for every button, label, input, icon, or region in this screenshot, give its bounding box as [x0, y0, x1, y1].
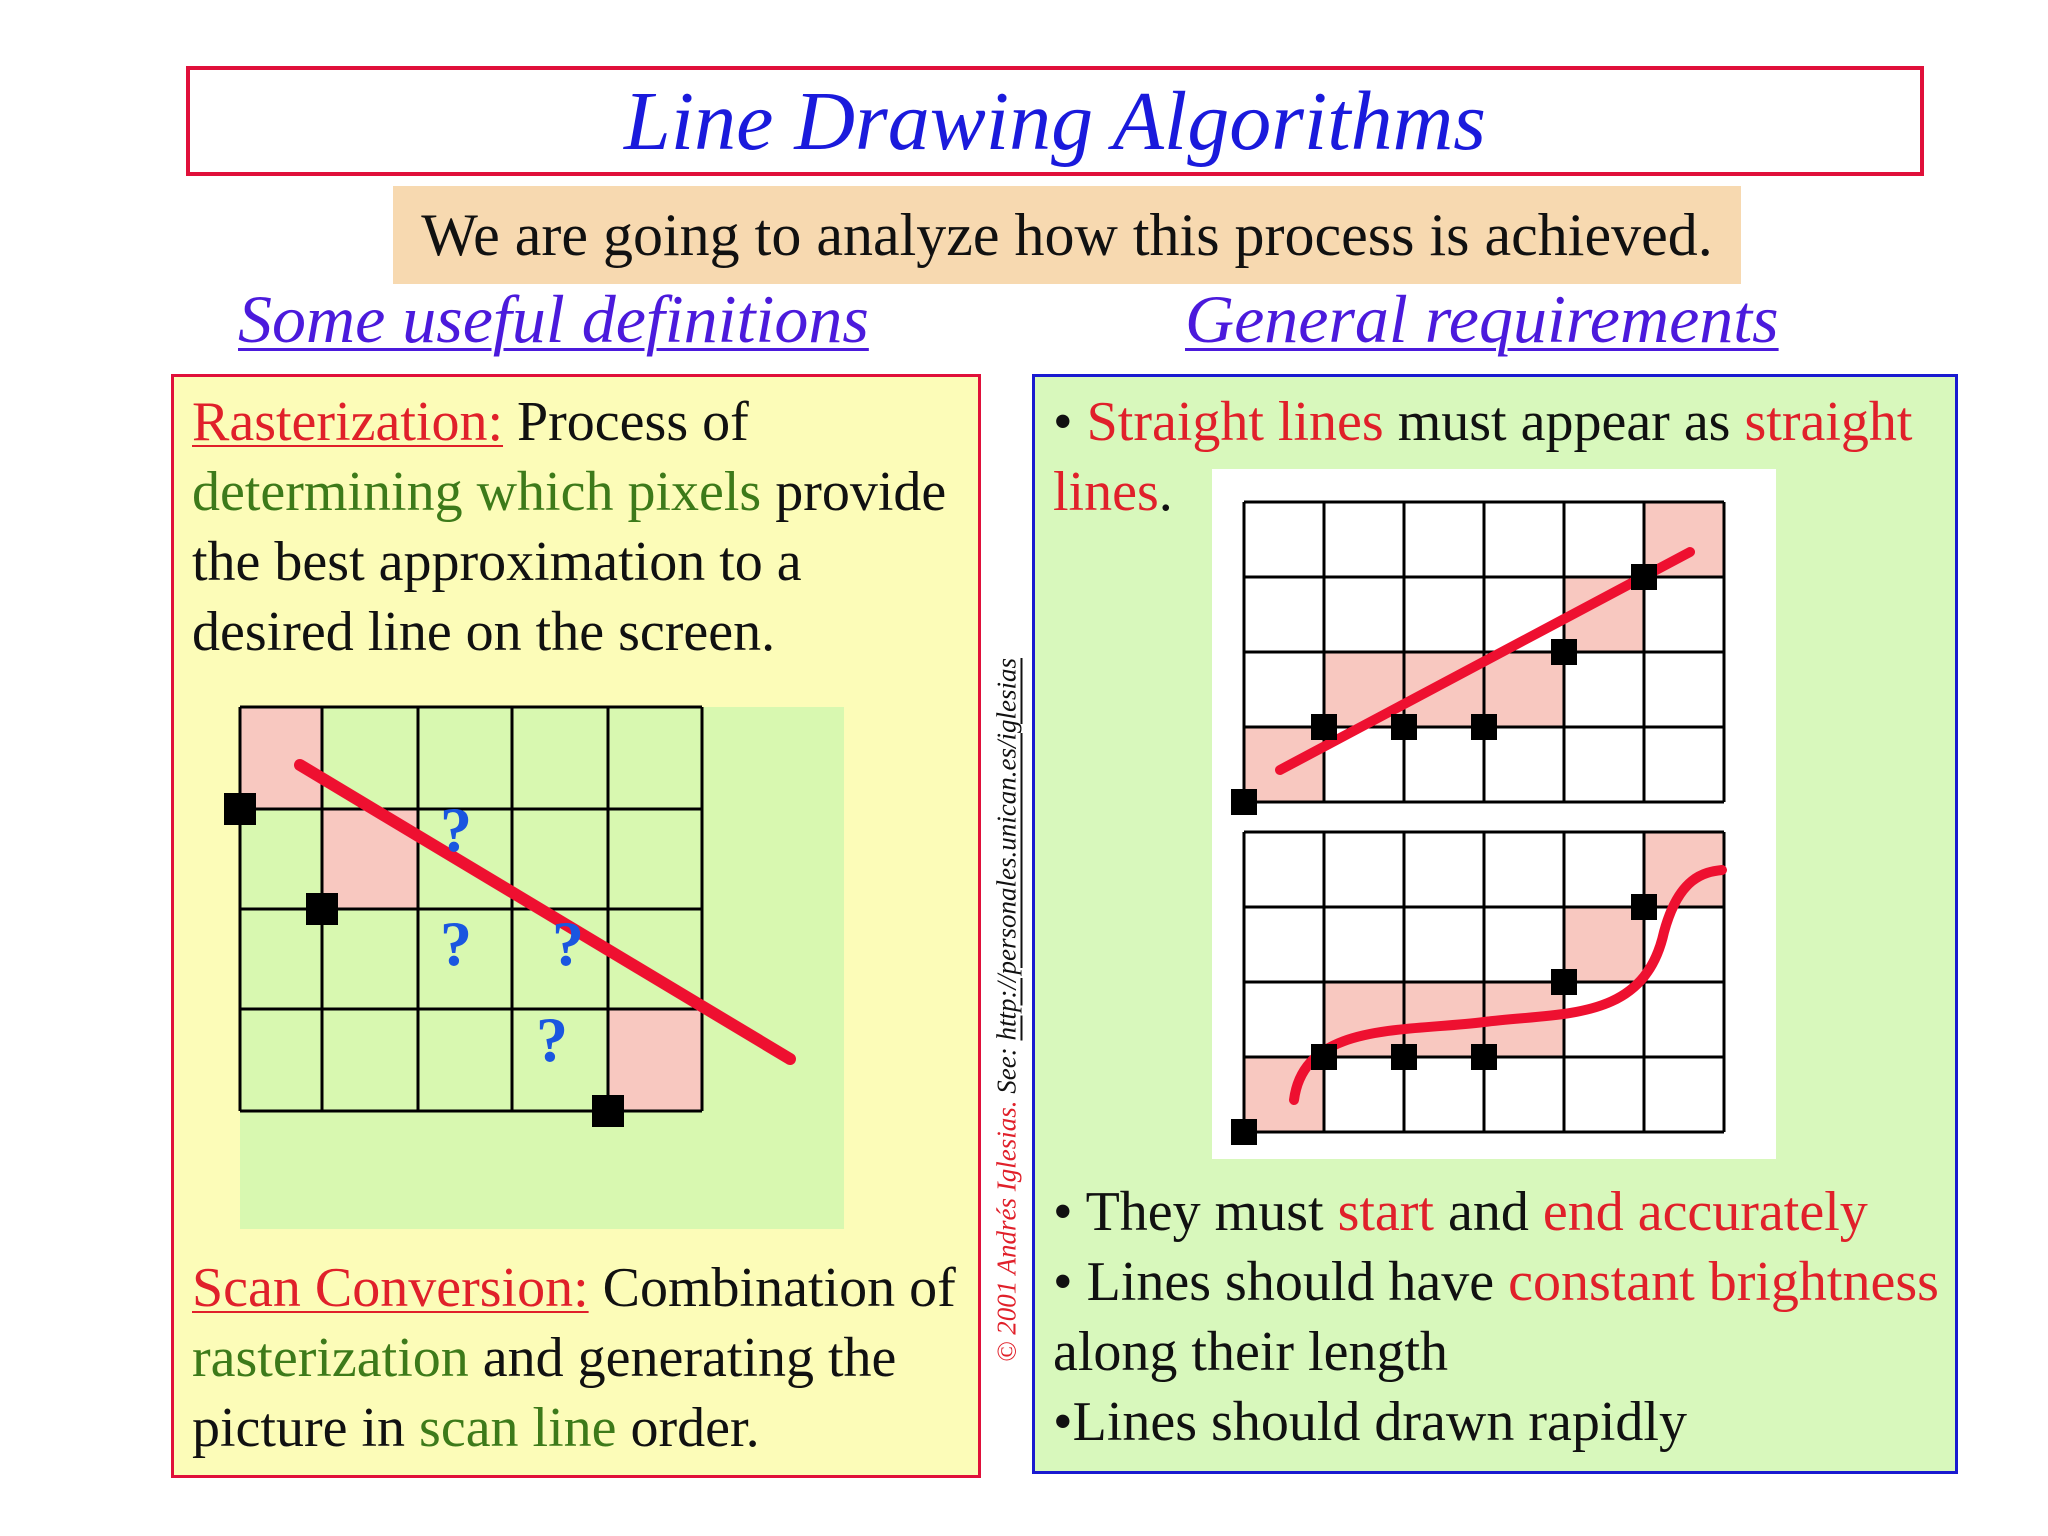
requirement-brightness-cont: along their length [1053, 1321, 1449, 1383]
heading-definitions: Some useful definitions [238, 281, 869, 357]
credit-wrap: © 2001 Andrés Iglesias. See: http://pers… [980, 560, 1034, 1460]
req-straight-red-2: straight lines [1053, 391, 1913, 523]
question-mark: ? [536, 1004, 568, 1075]
rasterization-highlight: determining which pixels [192, 461, 762, 523]
title-box: Line Drawing Algorithms [186, 66, 1924, 176]
pixel-marker [1391, 1044, 1417, 1070]
credit-author: © 2001 Andrés Iglesias. [991, 1100, 1022, 1362]
pixel-marker [224, 793, 256, 825]
rasterization-text-1: Process of [503, 391, 749, 453]
requirement-brightness: • Lines should have constant brightness [1053, 1251, 1939, 1313]
pixel-marker [306, 893, 338, 925]
highlighted-pixel [608, 1009, 702, 1111]
pixel-marker [1551, 639, 1577, 665]
pixel-marker [1471, 1044, 1497, 1070]
question-mark: ? [440, 908, 472, 979]
scan-text-1: Combination of [588, 1257, 956, 1319]
rasterization-definition: Rasterization: Process of determining wh… [192, 387, 972, 667]
scan-text-2: and generating the picture in [192, 1327, 897, 1459]
highlighted-pixel [240, 707, 322, 809]
curved-line-grid [1231, 830, 1727, 1145]
pixel-marker [1551, 969, 1577, 995]
pixel-marker [1311, 1044, 1337, 1070]
req-straight-text-1: must appear as [1383, 391, 1745, 453]
line-quality-diagram [1212, 469, 1776, 1159]
requirements-list: • They must start and end accurately • L… [1053, 1177, 1953, 1457]
heading-requirements: General requirements [1185, 281, 1779, 357]
subtitle: We are going to analyze how this process… [393, 186, 1741, 284]
pixel-marker [1231, 789, 1257, 815]
requirement-straight-lines: • Straight lines must appear as straight… [1053, 387, 1953, 527]
credit-see: See: [991, 1040, 1022, 1101]
scan-text-3: order. [616, 1397, 760, 1459]
req-straight-red-1: Straight lines [1086, 391, 1384, 453]
bullet: • [1053, 391, 1073, 453]
credit-url: http://personales.unican.es/iglesias [991, 658, 1022, 1041]
scan-conversion-term: Scan Conversion: [192, 1257, 589, 1319]
scan-conversion-definition: Scan Conversion: Combination of rasteriz… [192, 1253, 972, 1463]
pixel-marker [1631, 564, 1657, 590]
drawn-line [1289, 865, 1727, 1105]
slide-title: Line Drawing Algorithms [624, 74, 1486, 168]
straight-line-grid [1231, 500, 1726, 815]
req-straight-text-2: . [1158, 461, 1173, 523]
question-mark: ? [552, 908, 584, 979]
drawn-line [1275, 547, 1695, 775]
requirement-accuracy: • They must start and end accurately [1053, 1181, 1868, 1243]
desired-line [294, 759, 796, 1065]
requirements-panel: • Straight lines must appear as straight… [1032, 374, 1958, 1474]
definitions-panel: Rasterization: Process of determining wh… [171, 374, 981, 1478]
question-mark: ? [440, 794, 472, 865]
highlighted-pixel [1484, 652, 1564, 727]
rasterization-term: Rasterization: [192, 391, 504, 453]
pixel-marker [1631, 894, 1657, 920]
requirement-speed: •Lines should drawn rapidly [1053, 1391, 1687, 1453]
copyright-credit: © 2001 Andrés Iglesias. See: http://pers… [992, 658, 1023, 1362]
rasterization-text-2: provide the best approximation to a desi… [192, 461, 947, 663]
scan-highlight-1: rasterization [192, 1327, 469, 1389]
pixel-marker [592, 1095, 624, 1127]
pixel-marker [1471, 714, 1497, 740]
pixel-marker [1231, 1119, 1257, 1145]
pixel-marker [1391, 714, 1417, 740]
pixel-marker [1311, 714, 1337, 740]
highlighted-pixel [1564, 907, 1644, 982]
rasterization-grid-diagram: ???? [224, 705, 844, 1229]
scan-highlight-2: scan line [419, 1397, 617, 1459]
